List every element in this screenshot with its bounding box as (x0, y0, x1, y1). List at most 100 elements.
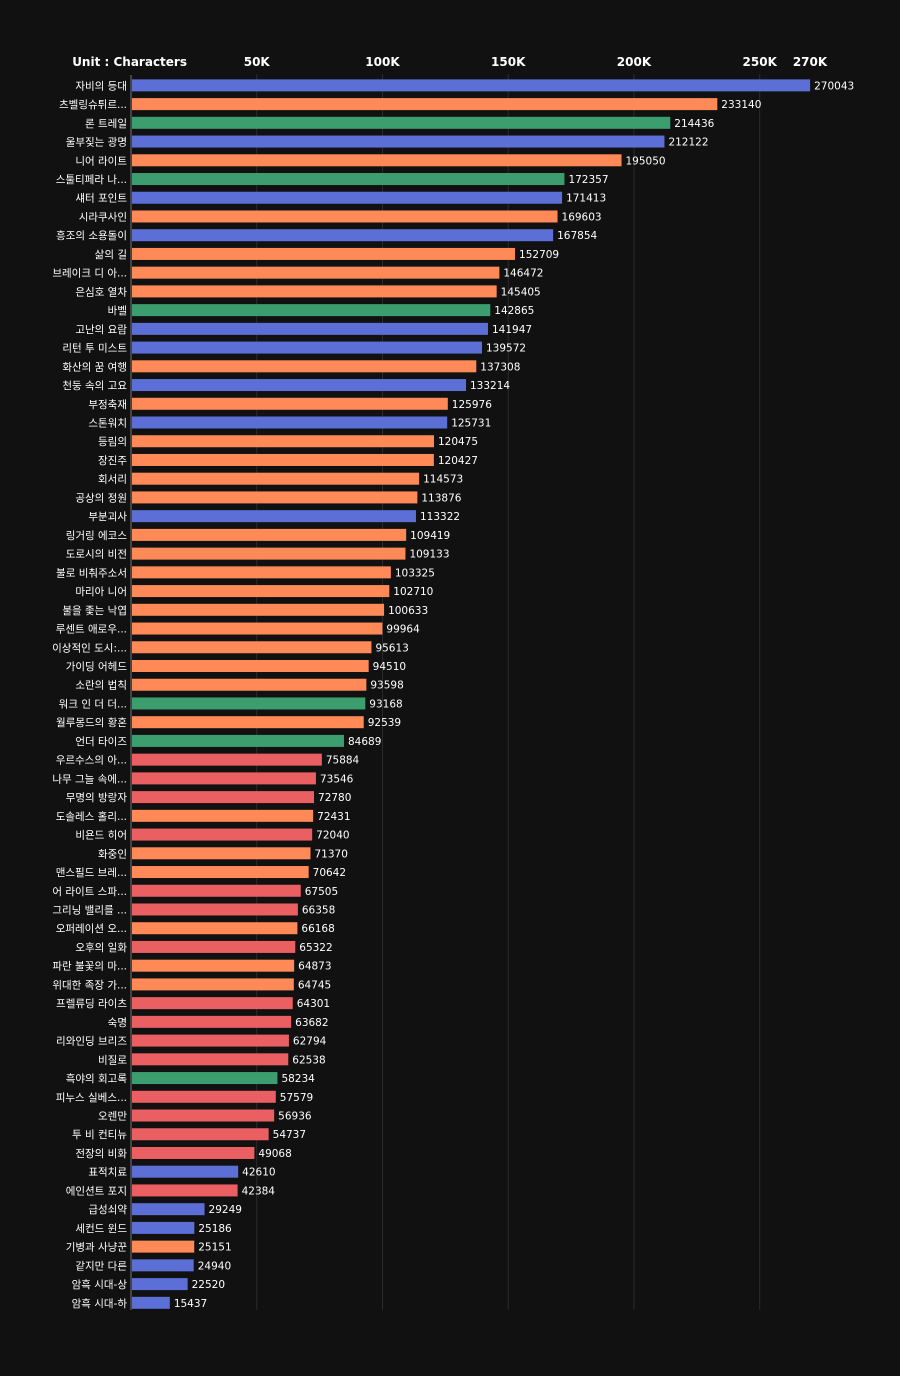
category-label: 회서리 (98, 474, 127, 486)
bar-row: 천둥 속의 고요 133214 (62, 379, 510, 392)
bar-row: 도솔레스 홀리... 72431 (56, 809, 351, 823)
bar-row: 불로 비춰주소서 103325 (56, 566, 435, 579)
value-label: 102710 (393, 586, 433, 598)
value-label: 172357 (568, 174, 608, 186)
category-label: 그리닝 밸리를 ... (52, 904, 127, 916)
value-label: 62538 (292, 1054, 325, 1066)
value-label: 212122 (668, 137, 708, 149)
value-label: 67505 (305, 886, 338, 898)
bar (132, 1053, 289, 1066)
x-tick-label: 100K (365, 55, 400, 69)
bar (132, 884, 301, 897)
bar-row: 세컨드 윈드 25186 (75, 1221, 232, 1235)
x-axis-ticks: 50K 100K 150K 200K 250K 270K (244, 55, 828, 69)
category-label: 이상적인 도시:... (52, 642, 127, 654)
bar-row: 츠벨링슈튀르... 233140 (59, 98, 761, 111)
value-label: 120427 (438, 455, 478, 467)
bar-row: 위대한 족장 가... 64745 (52, 978, 331, 991)
bar-row: 공상의 정원 113876 (75, 491, 462, 504)
bar-row: 우르수스의 아... 75884 (56, 753, 360, 767)
value-label: 93168 (369, 698, 402, 710)
bar (132, 585, 390, 598)
bar (132, 341, 482, 354)
bars: 자비의 등대 270043 츠벨링슈튀르... 233140 론 트레일 214436 울부… (52, 79, 854, 1310)
category-label: 시라쿠사인 (79, 211, 127, 223)
bar (132, 791, 315, 804)
category-label: 위대한 족장 가... (52, 978, 127, 991)
bar-row: 언더 타이즈 84689 (75, 734, 381, 748)
bar (132, 772, 316, 785)
value-label: 65322 (299, 942, 332, 954)
bar (132, 678, 367, 691)
bar-row: 암흑 시대-상 22520 (72, 1278, 225, 1291)
bar (132, 1015, 292, 1028)
bar-row: 장진주 120427 (98, 453, 478, 467)
bar-row: 울부짖는 광명 212122 (66, 135, 709, 149)
bar (132, 491, 418, 504)
bar-row: 기병과 사냥꾼 25151 (66, 1240, 232, 1254)
bar (132, 154, 622, 167)
bar (132, 528, 407, 541)
value-label: 133214 (470, 380, 510, 392)
bar-row: 자비의 등대 270043 (75, 79, 854, 92)
value-label: 120475 (438, 436, 478, 448)
bar (132, 1165, 239, 1178)
bar-row: 스툴티페라 나... 172357 (56, 173, 609, 186)
value-label: 24940 (198, 1260, 231, 1272)
bar-row: 시라쿠사인 169603 (79, 210, 602, 223)
value-label: 72431 (317, 811, 350, 823)
value-label: 73546 (320, 773, 354, 785)
category-label: 흑야의 회고록 (66, 1072, 128, 1085)
bar-row: 숙명 63682 (108, 1015, 329, 1029)
bar (132, 566, 391, 579)
category-label: 기병과 사냥꾼 (66, 1242, 128, 1254)
value-label: 42610 (242, 1167, 275, 1179)
category-label: 도로시의 비전 (66, 549, 127, 561)
value-label: 99964 (386, 624, 420, 636)
category-label: 은심호 열차 (75, 286, 127, 298)
bar-row: 같지만 다른 24940 (75, 1259, 231, 1272)
x-tick-label: 270K (793, 55, 828, 69)
bar-row: 니어 라이트 195050 (75, 154, 666, 167)
value-label: 152709 (519, 249, 559, 261)
category-label: 암흑 시대-하 (72, 1297, 128, 1310)
category-label: 가이딩 어헤드 (66, 660, 128, 673)
bar (132, 397, 448, 410)
value-label: 49068 (258, 1148, 291, 1160)
category-label: 자비의 등대 (75, 80, 127, 92)
category-label: 울부짖는 광명 (66, 137, 127, 149)
category-label: 투 비 컨티뉴 (72, 1129, 127, 1141)
bar-row: 표적치료 42610 (88, 1165, 276, 1179)
category-label: 월루몽드의 황혼 (56, 716, 127, 729)
value-label: 64301 (297, 998, 330, 1010)
category-label: 삶의 길 (95, 248, 127, 261)
category-label: 비욘드 히어 (75, 830, 127, 842)
category-label: 리와인딩 브리즈 (56, 1036, 127, 1048)
category-label: 같지만 다른 (75, 1260, 127, 1272)
bar-row: 회서리 114573 (98, 472, 463, 486)
category-label: 전장의 비화 (75, 1148, 127, 1160)
bar-row: 스톤워치 125731 (88, 416, 491, 430)
category-label: 불을 좇는 낙엽 (62, 605, 127, 617)
value-label: 63682 (295, 1017, 328, 1029)
value-label: 15437 (174, 1298, 207, 1310)
value-label: 171413 (566, 193, 606, 205)
value-label: 125731 (451, 418, 491, 430)
value-label: 113876 (421, 492, 461, 504)
value-label: 25186 (198, 1223, 232, 1235)
value-label: 233140 (721, 99, 761, 111)
bar (132, 266, 500, 279)
category-label: 피누스 실베스... (56, 1092, 127, 1104)
bar (132, 135, 665, 148)
bar-row: 바벨 142865 (108, 304, 534, 317)
bar-row: 프렐류딩 라이츠 64301 (56, 997, 330, 1010)
bar (132, 247, 516, 260)
bar (132, 416, 448, 429)
bar (132, 922, 298, 935)
value-label: 142865 (494, 305, 534, 317)
value-label: 22520 (192, 1279, 225, 1291)
category-label: 흥조의 소용돌이 (56, 229, 127, 242)
bar (132, 98, 718, 111)
bar-row: 투 비 컨티뉴 54737 (72, 1128, 306, 1141)
bar-row: 이상적인 도시:... 95613 (52, 641, 409, 654)
